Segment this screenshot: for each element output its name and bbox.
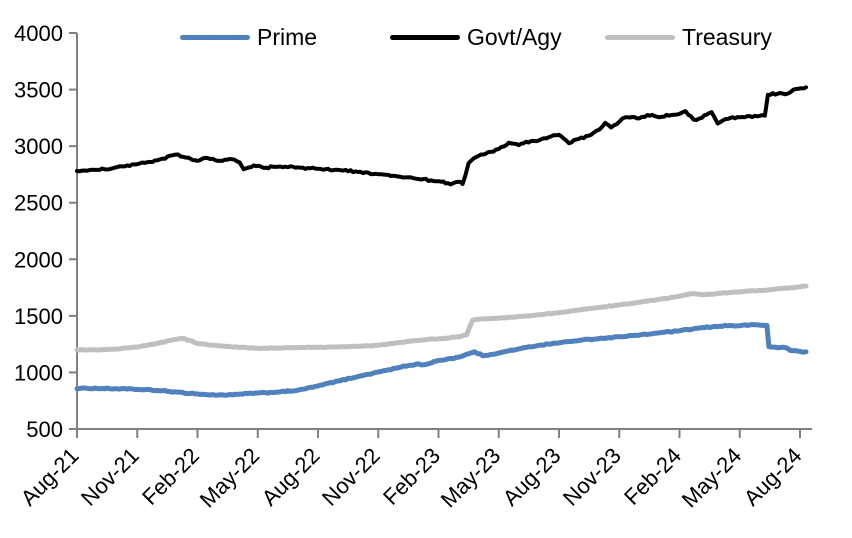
x-tick-label: Feb-23 (378, 443, 445, 510)
legend-swatch-prime (180, 34, 250, 40)
legend-label-treasury: Treasury (682, 24, 772, 50)
series-line-prime (74, 322, 809, 398)
x-tick-label: Nov-21 (76, 443, 144, 511)
x-tick-label: Aug-22 (257, 443, 325, 511)
series-line-govt-agy (75, 85, 808, 187)
x-tick-label: Aug-23 (498, 443, 566, 511)
legend-swatch-govt-agy (390, 34, 460, 40)
legend-item-prime: Prime (180, 20, 317, 54)
legend: Prime Govt/Agy Treasury (0, 20, 852, 54)
legend-item-treasury: Treasury (605, 20, 772, 54)
y-tick-label: 2500 (14, 191, 63, 216)
legend-label-govt-agy: Govt/Agy (467, 24, 562, 50)
x-tick-label: Nov-22 (317, 443, 385, 511)
legend-swatch-treasury (605, 34, 675, 40)
y-tick-label: 500 (26, 417, 63, 442)
x-tick-label: May-24 (677, 443, 747, 513)
x-tick-label: May-22 (195, 443, 265, 513)
y-tick-label: 4000 (14, 21, 63, 46)
x-tick-label: Feb-24 (619, 443, 686, 510)
x-tick-label: Aug-24 (739, 443, 807, 511)
y-tick-label: 2000 (14, 247, 63, 272)
y-tick-label: 3500 (14, 78, 63, 103)
legend-item-govt-agy: Govt/Agy (390, 20, 562, 54)
x-tick-label: Nov-23 (558, 443, 626, 511)
x-tick-label: Aug-21 (16, 443, 84, 511)
legend-label-prime: Prime (257, 24, 318, 50)
y-tick-label: 1000 (14, 360, 63, 385)
series-line-treasury (74, 283, 809, 353)
y-tick-label: 3000 (14, 134, 63, 159)
y-tick-label: 1500 (14, 304, 63, 329)
x-tick-label: May-23 (436, 443, 506, 513)
x-tick-label: Feb-22 (137, 443, 204, 510)
